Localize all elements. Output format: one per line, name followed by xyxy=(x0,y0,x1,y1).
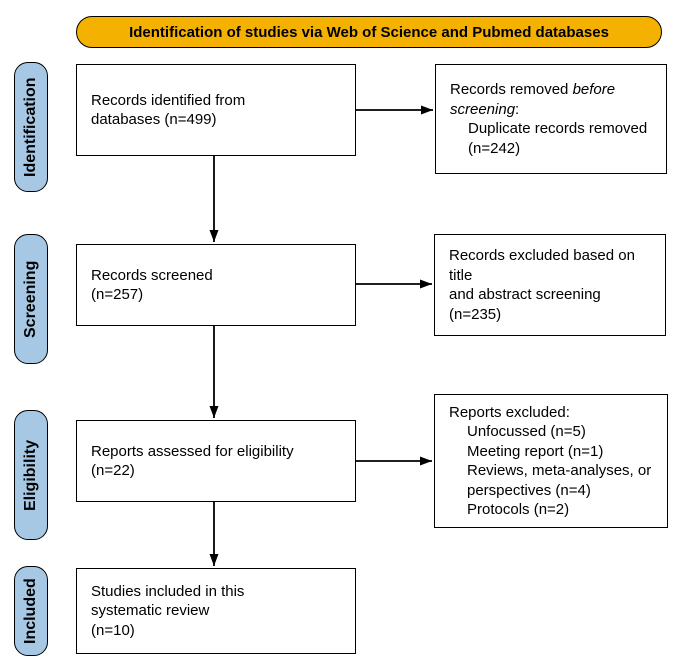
box-subline: (n=242) xyxy=(468,139,652,159)
box-reports-excluded: Reports excluded:Unfocussed (n=5)Meeting… xyxy=(434,394,668,528)
arrow-identified-to-removed xyxy=(356,106,433,115)
box-subline: Reviews, meta-analyses, or xyxy=(467,461,653,481)
arrow-eligibility-to-excluded xyxy=(356,457,432,466)
stage-screening: Screening xyxy=(14,234,48,364)
box-studies-included: Studies included in thissystematic revie… xyxy=(76,568,356,654)
box-subline: perspectives (n=4) xyxy=(467,481,653,501)
box-subline: Meeting report (n=1) xyxy=(467,442,653,462)
stage-eligibility: Eligibility xyxy=(14,410,48,540)
box-records-removed-before: Records removed beforescreening:Duplicat… xyxy=(435,64,667,174)
box-records-screened: Records screened(n=257) xyxy=(76,244,356,326)
box-line: Records identified from xyxy=(91,91,341,111)
box-line: Reports assessed for eligibility xyxy=(91,442,341,462)
box-line: Studies included in this xyxy=(91,582,341,602)
box-line: (n=235) xyxy=(449,305,651,325)
arrow-screened-to-excluded xyxy=(356,280,432,289)
box-records-identified: Records identified fromdatabases (n=499) xyxy=(76,64,356,156)
header-text: Identification of studies via Web of Sci… xyxy=(129,24,609,41)
arrow-identified-to-screened xyxy=(210,156,219,242)
box-subline: Duplicate records removed xyxy=(468,119,652,139)
stage-identification: Identification xyxy=(14,62,48,192)
box-excluded-title-abstract: Records excluded based on titleand abstr… xyxy=(434,234,666,336)
box-line: (n=257) xyxy=(91,285,341,305)
box-reports-eligibility: Reports assessed for eligibility(n=22) xyxy=(76,420,356,502)
box-line: screening: xyxy=(450,100,652,120)
box-line: Reports excluded: xyxy=(449,403,653,423)
box-subline: Unfocussed (n=5) xyxy=(467,422,653,442)
box-subline: Protocols (n=2) xyxy=(467,500,653,520)
box-line: (n=10) xyxy=(91,621,341,641)
stage-included: Included xyxy=(14,566,48,656)
box-line: and abstract screening xyxy=(449,285,651,305)
prisma-flowchart: Identification of studies via Web of Sci… xyxy=(0,0,685,668)
box-line: databases (n=499) xyxy=(91,110,341,130)
arrow-screened-to-eligibility xyxy=(210,326,219,418)
box-line: (n=22) xyxy=(91,461,341,481)
arrow-eligibility-to-included xyxy=(210,502,219,566)
header-bar: Identification of studies via Web of Sci… xyxy=(76,16,662,48)
box-line: Records excluded based on title xyxy=(449,246,651,285)
box-line: Records screened xyxy=(91,266,341,286)
box-line: Records removed before xyxy=(450,80,652,100)
box-line: systematic review xyxy=(91,601,341,621)
